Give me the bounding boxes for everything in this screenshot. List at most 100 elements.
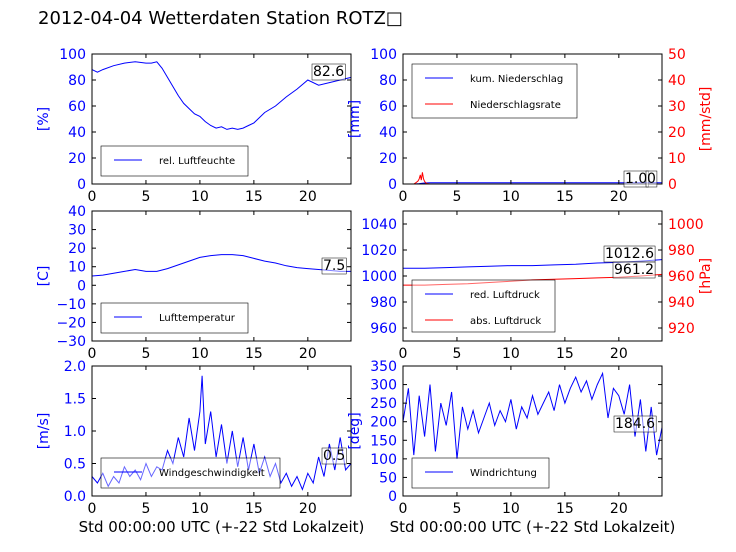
legend-box bbox=[100, 457, 281, 489]
y-right-axis-label: [mm/std] bbox=[698, 87, 714, 152]
series-line-1-1 bbox=[91, 61, 352, 130]
y-right-tick-label: 50 bbox=[668, 47, 686, 63]
legend-box bbox=[411, 63, 578, 119]
x-tick-label: 10 bbox=[502, 346, 520, 362]
value-annotation: 1.0 bbox=[625, 171, 647, 187]
legend-label: kum. Niederschlag bbox=[470, 74, 563, 85]
x-tick-label: 15 bbox=[556, 501, 574, 517]
y-tick-label: 0.0 bbox=[64, 489, 86, 505]
y-tick-label: 0 bbox=[77, 278, 86, 294]
y-right-tick-label: 920 bbox=[668, 321, 695, 337]
legend-label: Windgeschwindigkeit bbox=[159, 468, 265, 479]
value-annotation-right: 0 bbox=[647, 171, 656, 187]
y-tick-label: 20 bbox=[68, 151, 86, 167]
legend-box bbox=[411, 457, 550, 489]
x-tick-label: 5 bbox=[452, 346, 461, 362]
x-tick-label: 5 bbox=[452, 189, 461, 205]
y-tick-label: 980 bbox=[370, 295, 397, 311]
x-tick-label: 20 bbox=[299, 346, 317, 362]
x-tick-label: 15 bbox=[556, 346, 574, 362]
y-tick-label: 80 bbox=[68, 73, 86, 89]
y-tick-label: 10 bbox=[68, 260, 86, 276]
y-tick-label: 1020 bbox=[361, 243, 397, 259]
value-annotation-box bbox=[321, 257, 347, 275]
y-tick-label: 20 bbox=[379, 151, 397, 167]
legend-label: Windrichtung bbox=[470, 468, 537, 479]
value-annotation: 7.5 bbox=[323, 258, 345, 274]
value-annotation: 0.5 bbox=[323, 448, 345, 464]
x-tick-label: 15 bbox=[245, 346, 263, 362]
x-tick-label: 0 bbox=[399, 501, 408, 517]
y-tick-label: 100 bbox=[370, 452, 397, 468]
y-tick-label: 1040 bbox=[361, 217, 397, 233]
series-line-6-1 bbox=[402, 371, 663, 459]
x-tick-label: 15 bbox=[245, 501, 263, 517]
legend-label: abs. Luftdruck bbox=[470, 316, 541, 327]
y-tick-label: 1.5 bbox=[64, 392, 86, 408]
y-tick-label: 0 bbox=[388, 489, 397, 505]
x-tick-label: 20 bbox=[610, 346, 628, 362]
y-tick-label: 300 bbox=[370, 378, 397, 394]
legend-box bbox=[100, 145, 249, 177]
y-tick-label: 2.0 bbox=[64, 359, 86, 375]
y-axis-label: [mm] bbox=[347, 100, 363, 138]
x-tick-label: 5 bbox=[452, 501, 461, 517]
legend-label: Lufttemperatur bbox=[159, 313, 236, 324]
y-right-tick-label: 960 bbox=[668, 269, 695, 285]
x-axis-label: Std 00:00:00 UTC (+-22 Std Lokalzeit) bbox=[79, 518, 365, 536]
legend-label: Niederschlagsrate bbox=[470, 100, 561, 111]
y-right-tick-label: 940 bbox=[668, 295, 695, 311]
figure-title: 2012-04-04 Wetterdaten Station ROTZ□ bbox=[38, 8, 403, 29]
x-tick-label: 5 bbox=[141, 346, 150, 362]
y-tick-label: 250 bbox=[370, 396, 397, 412]
y-right-axis-label: [hPa] bbox=[698, 258, 714, 294]
y-axis-label: [%] bbox=[36, 107, 52, 131]
axes-frame bbox=[91, 210, 352, 342]
y-tick-label: 60 bbox=[68, 99, 86, 115]
y-tick-label: 30 bbox=[68, 223, 86, 239]
y-right-tick-label: 40 bbox=[668, 73, 686, 89]
x-tick-label: 10 bbox=[191, 501, 209, 517]
x-tick-label: 5 bbox=[141, 189, 150, 205]
x-tick-label: 10 bbox=[191, 189, 209, 205]
y-tick-label: 100 bbox=[59, 47, 86, 63]
x-tick-label: 0 bbox=[399, 189, 408, 205]
y-tick-label: 1.0 bbox=[64, 424, 86, 440]
x-axis-label: Std 00:00:00 UTC (+-22 Std Lokalzeit) bbox=[390, 518, 676, 536]
x-tick-label: 0 bbox=[88, 189, 97, 205]
x-tick-label: 5 bbox=[141, 501, 150, 517]
y-right-tick-label: 10 bbox=[668, 151, 686, 167]
value-annotation-box bbox=[613, 415, 657, 433]
axes-frame bbox=[402, 365, 663, 497]
value-annotation: 1012.6 bbox=[605, 246, 654, 262]
x-tick-label: 20 bbox=[299, 501, 317, 517]
legend-box bbox=[411, 279, 556, 333]
x-tick-label: 0 bbox=[88, 501, 97, 517]
y-axis-label: [m/s] bbox=[36, 413, 52, 450]
y-tick-label: 200 bbox=[370, 415, 397, 431]
x-tick-label: 0 bbox=[399, 346, 408, 362]
y-tick-label: −20 bbox=[56, 315, 86, 331]
axes-frame bbox=[402, 53, 663, 185]
y-right-tick-label: 980 bbox=[668, 243, 695, 259]
y-tick-label: 40 bbox=[68, 125, 86, 141]
y-axis-label: [deg] bbox=[347, 412, 363, 449]
x-tick-label: 15 bbox=[556, 189, 574, 205]
legend-label: rel. Luftfeuchte bbox=[159, 156, 235, 167]
y-tick-label: 350 bbox=[370, 359, 397, 375]
x-tick-label: 20 bbox=[610, 189, 628, 205]
y-right-tick-label: 0 bbox=[668, 177, 677, 193]
y-right-tick-label: 1000 bbox=[668, 217, 704, 233]
axes-frame bbox=[91, 53, 352, 185]
value-annotation-right: 961.2 bbox=[614, 262, 654, 278]
y-tick-label: −30 bbox=[56, 334, 86, 350]
series-line-3-1 bbox=[91, 254, 351, 277]
y-tick-label: 40 bbox=[379, 125, 397, 141]
value-annotation: 82.6 bbox=[313, 64, 344, 80]
y-right-tick-label: 20 bbox=[668, 125, 686, 141]
x-tick-label: 10 bbox=[191, 346, 209, 362]
value-annotation-box bbox=[321, 447, 347, 465]
y-tick-label: 0 bbox=[77, 177, 86, 193]
y-tick-label: 960 bbox=[370, 321, 397, 337]
